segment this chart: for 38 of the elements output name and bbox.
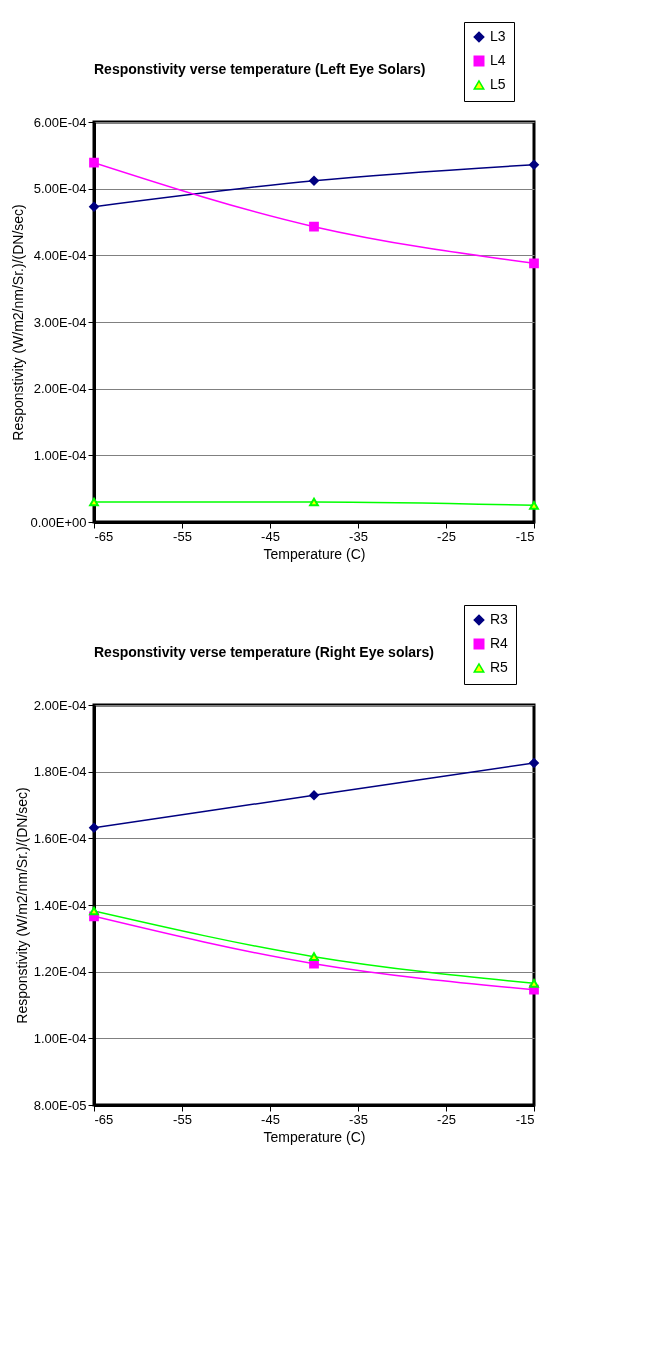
x-tick-label: -55 [173, 528, 192, 544]
y-tick-label: 6.00E-04 [33, 114, 87, 130]
legend-label: L3 [490, 28, 506, 44]
y-tick-label: 2.00E-04 [33, 381, 87, 397]
x-tick-label: -15 [515, 1111, 535, 1127]
y-tick-label: 1.60E-04 [33, 830, 87, 846]
y-tick-label: 1.00E-04 [33, 1030, 87, 1046]
y-tick-label: 1.40E-04 [33, 897, 87, 913]
legend-label: R4 [490, 635, 509, 651]
x-tick-label: -35 [349, 528, 368, 544]
x-tick-label: -35 [349, 1111, 368, 1127]
y-axis-title: Responstivity (W/m2/nm/Sr.)/(DN/sec) [13, 787, 30, 1024]
y-tick-label: 4.00E-04 [33, 247, 87, 263]
x-tick-label: -15 [515, 528, 535, 544]
y-tick-label: 1.80E-04 [33, 764, 87, 780]
x-tick-label: -65 [94, 528, 114, 544]
x-axis-title: Temperature (C) [263, 545, 366, 562]
x-tick-label: -25 [437, 1111, 456, 1127]
y-tick-label: 1.00E-04 [33, 447, 87, 463]
chart-title: Responstivity verse temperature (Left Eye Solars) [94, 60, 426, 77]
x-tick-label: -65 [94, 1111, 114, 1127]
x-tick-label: -45 [261, 528, 280, 544]
x-tick-label: -25 [437, 528, 456, 544]
y-tick-label: 0.00E+00 [30, 514, 87, 530]
x-tick-label: -55 [173, 1111, 192, 1127]
y-tick-label: 1.20E-04 [33, 964, 87, 980]
x-tick-label: -45 [261, 1111, 280, 1127]
x-axis-title: Temperature (C) [263, 1128, 366, 1145]
y-tick-label: 8.00E-05 [33, 1097, 87, 1113]
legend-label: R5 [490, 659, 509, 675]
legend-label: L5 [490, 76, 506, 92]
y-tick-label: 5.00E-04 [33, 181, 87, 197]
y-tick-label: 2.00E-04 [33, 697, 87, 713]
chart-title: Responstivity verse temperature (Right Eye solars) [94, 643, 435, 660]
y-axis-title: Responstivity (W/m2/nm/Sr.)/(DN/sec) [10, 204, 27, 441]
legend-label: R3 [490, 611, 509, 627]
y-tick-label: 3.00E-04 [33, 314, 87, 330]
legend-label: L4 [490, 52, 506, 68]
